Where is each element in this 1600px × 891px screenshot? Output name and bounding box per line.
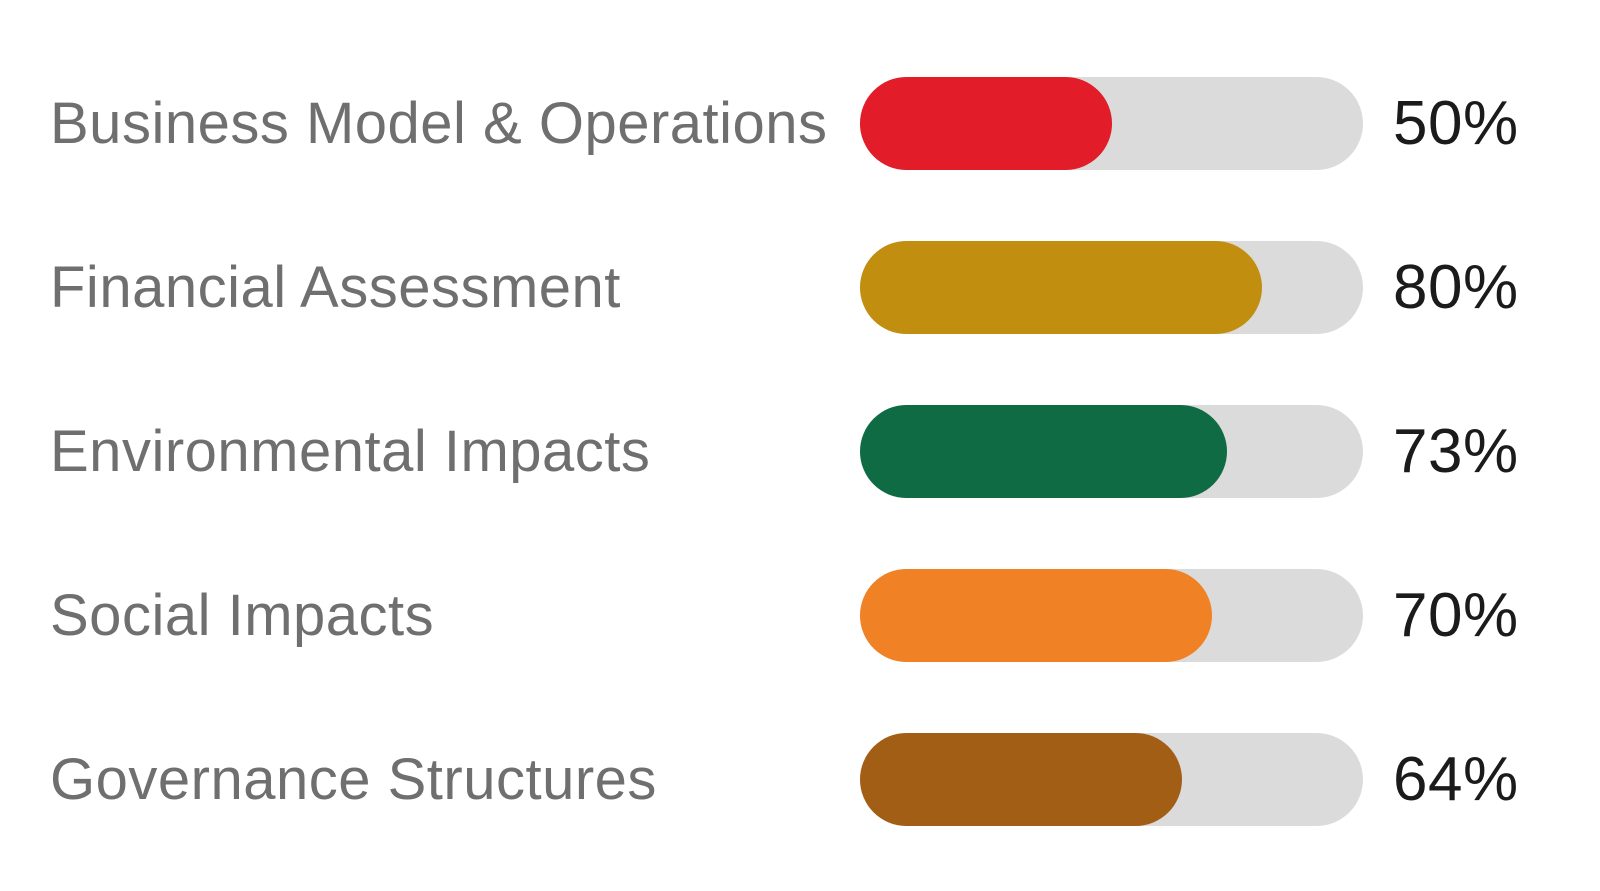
bar-track [860,733,1363,826]
category-label: Governance Structures [50,747,657,812]
bar-fill [860,405,1228,498]
bar-fill [860,569,1213,662]
category-label: Environmental Impacts [50,419,651,484]
bar-fill [860,77,1112,170]
bar-track [860,569,1363,662]
chart-row: Social Impacts 70% [0,569,1600,662]
category-label: Financial Assessment [50,255,621,320]
chart-row: Financial Assessment 80% [0,241,1600,334]
chart-row: Governance Structures 64% [0,733,1600,826]
bar-fill [860,733,1182,826]
value-label: 64% [1393,745,1519,814]
value-label: 80% [1393,253,1519,322]
value-label: 70% [1393,581,1519,650]
category-label: Business Model & Operations [50,91,828,156]
value-label: 50% [1393,89,1519,158]
bar-track [860,241,1363,334]
bar-track [860,405,1363,498]
chart-row: Business Model & Operations 50% [0,77,1600,170]
bar-track [860,77,1363,170]
chart-row: Environmental Impacts 73% [0,405,1600,498]
value-label: 73% [1393,417,1519,486]
category-label: Social Impacts [50,583,435,648]
bar-fill [860,241,1263,334]
